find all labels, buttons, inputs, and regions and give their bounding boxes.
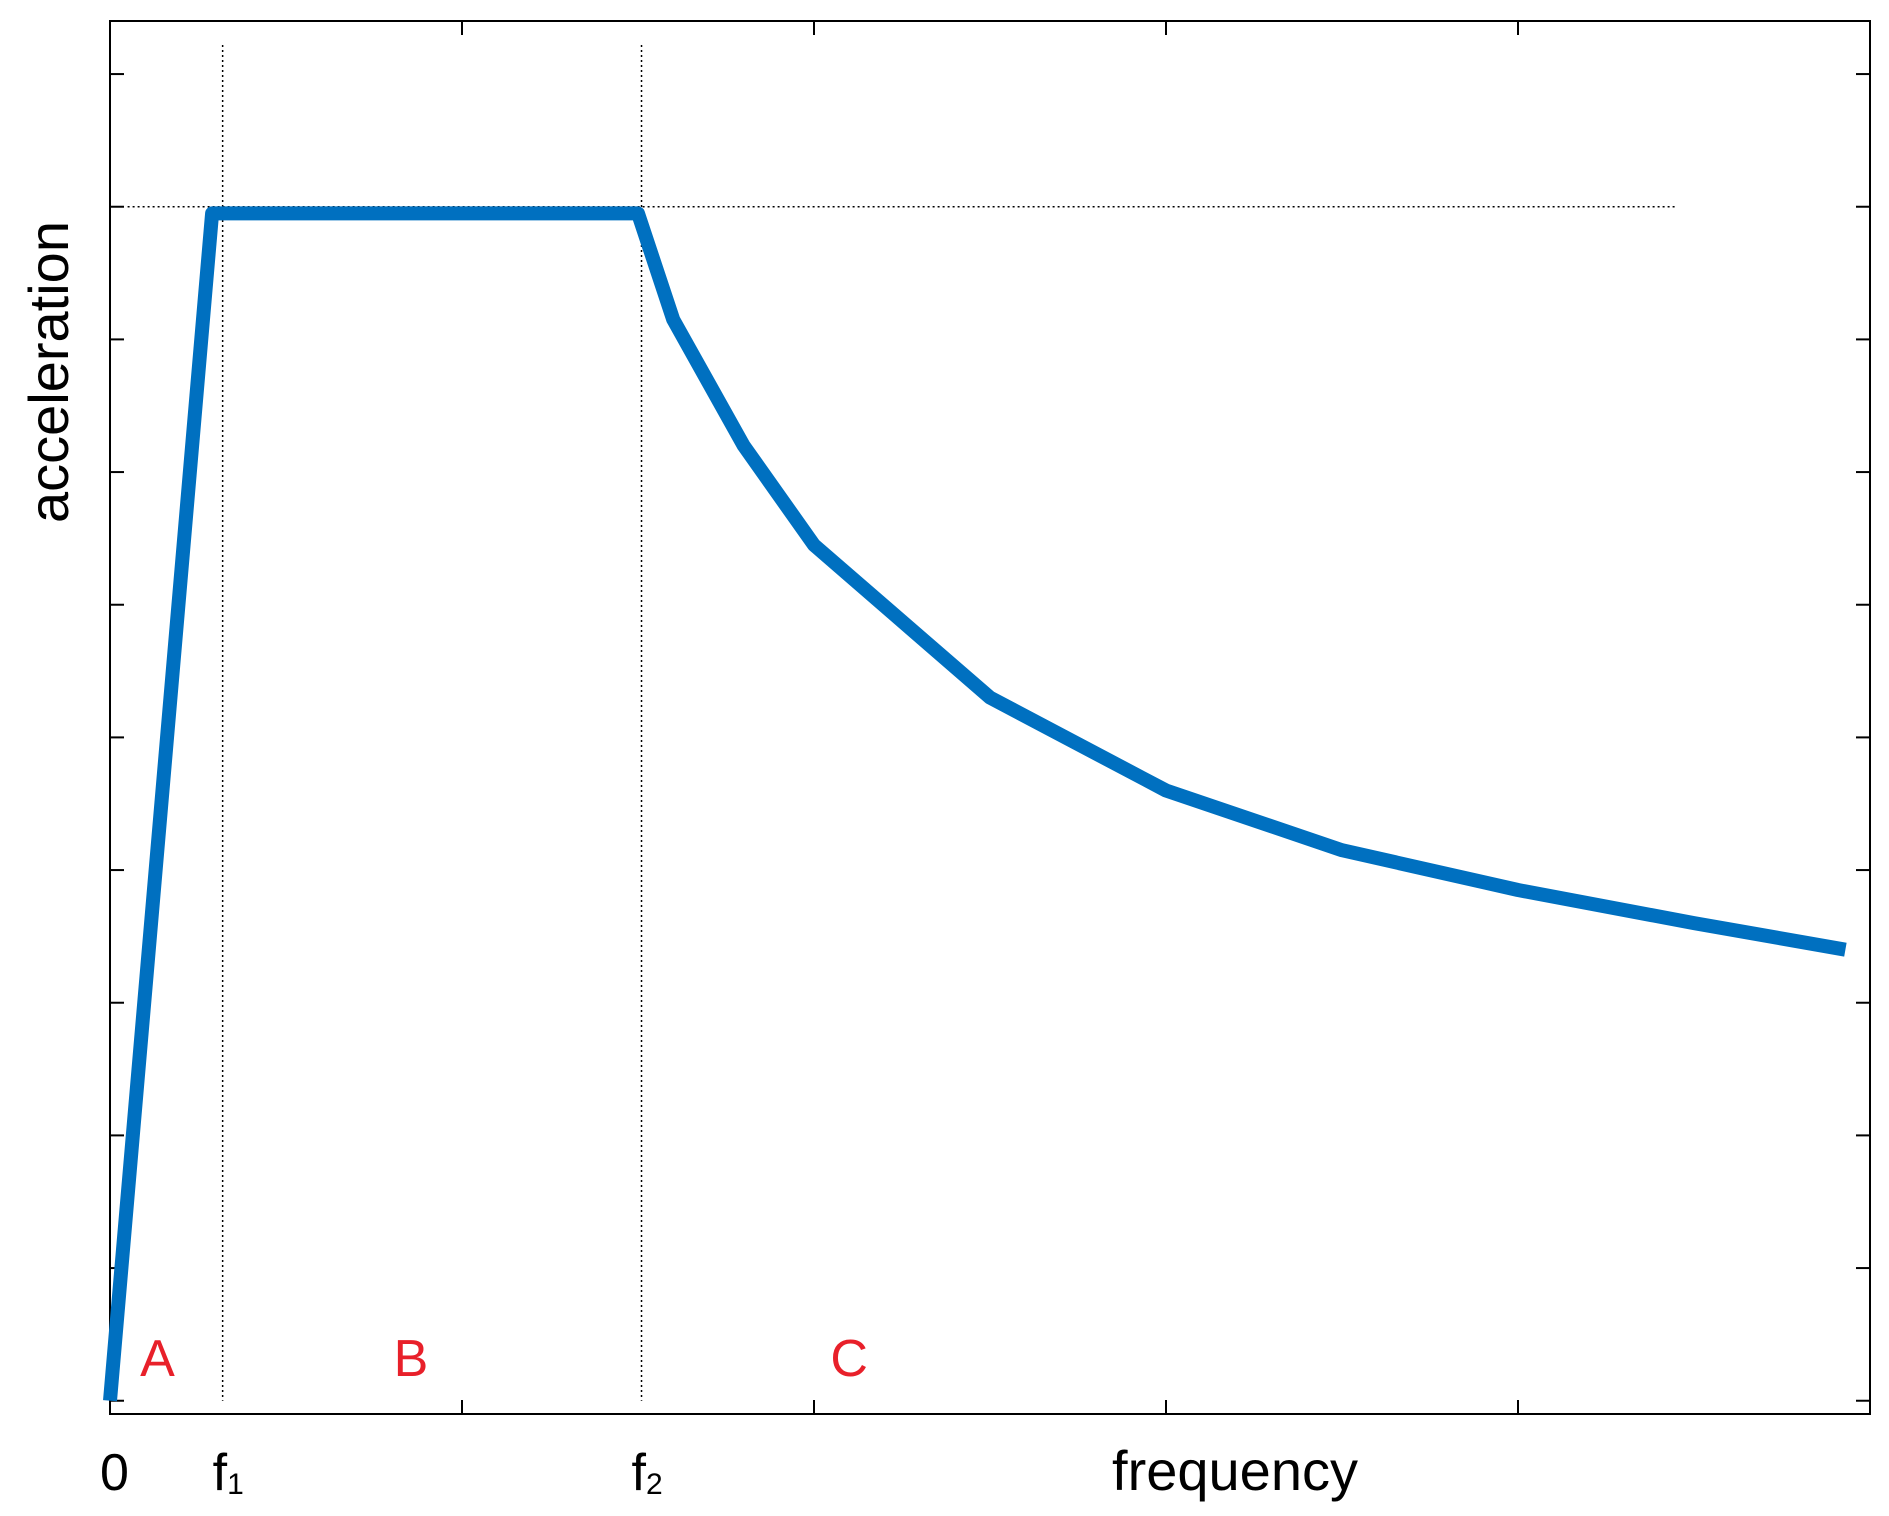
axis-ticks [110,21,1870,1414]
region-label-a: A [140,1330,175,1388]
y-axis-label: acceleration [17,221,80,523]
x-tick-label-0: 0 [100,1444,129,1502]
region-label-b: B [394,1330,429,1388]
x-tick-label-sub-2: 2 [646,1468,663,1501]
x-tick-label-sub-1: 1 [227,1468,244,1501]
series-line-0 [103,206,1847,1402]
x-tick-label-1: f1 [213,1444,244,1502]
plot-frame [109,20,1871,1415]
x-tick-label-2: f2 [632,1444,663,1502]
region-label-c: C [830,1330,868,1388]
reference-lines [127,45,1677,1401]
x-tick-label-main-0: 0 [100,1444,129,1502]
x-tick-label-main-1: f [213,1444,228,1502]
series-layer [103,206,1847,1402]
x-axis-label: frequency [1112,1439,1358,1502]
x-tick-label-main-2: f [632,1444,647,1502]
